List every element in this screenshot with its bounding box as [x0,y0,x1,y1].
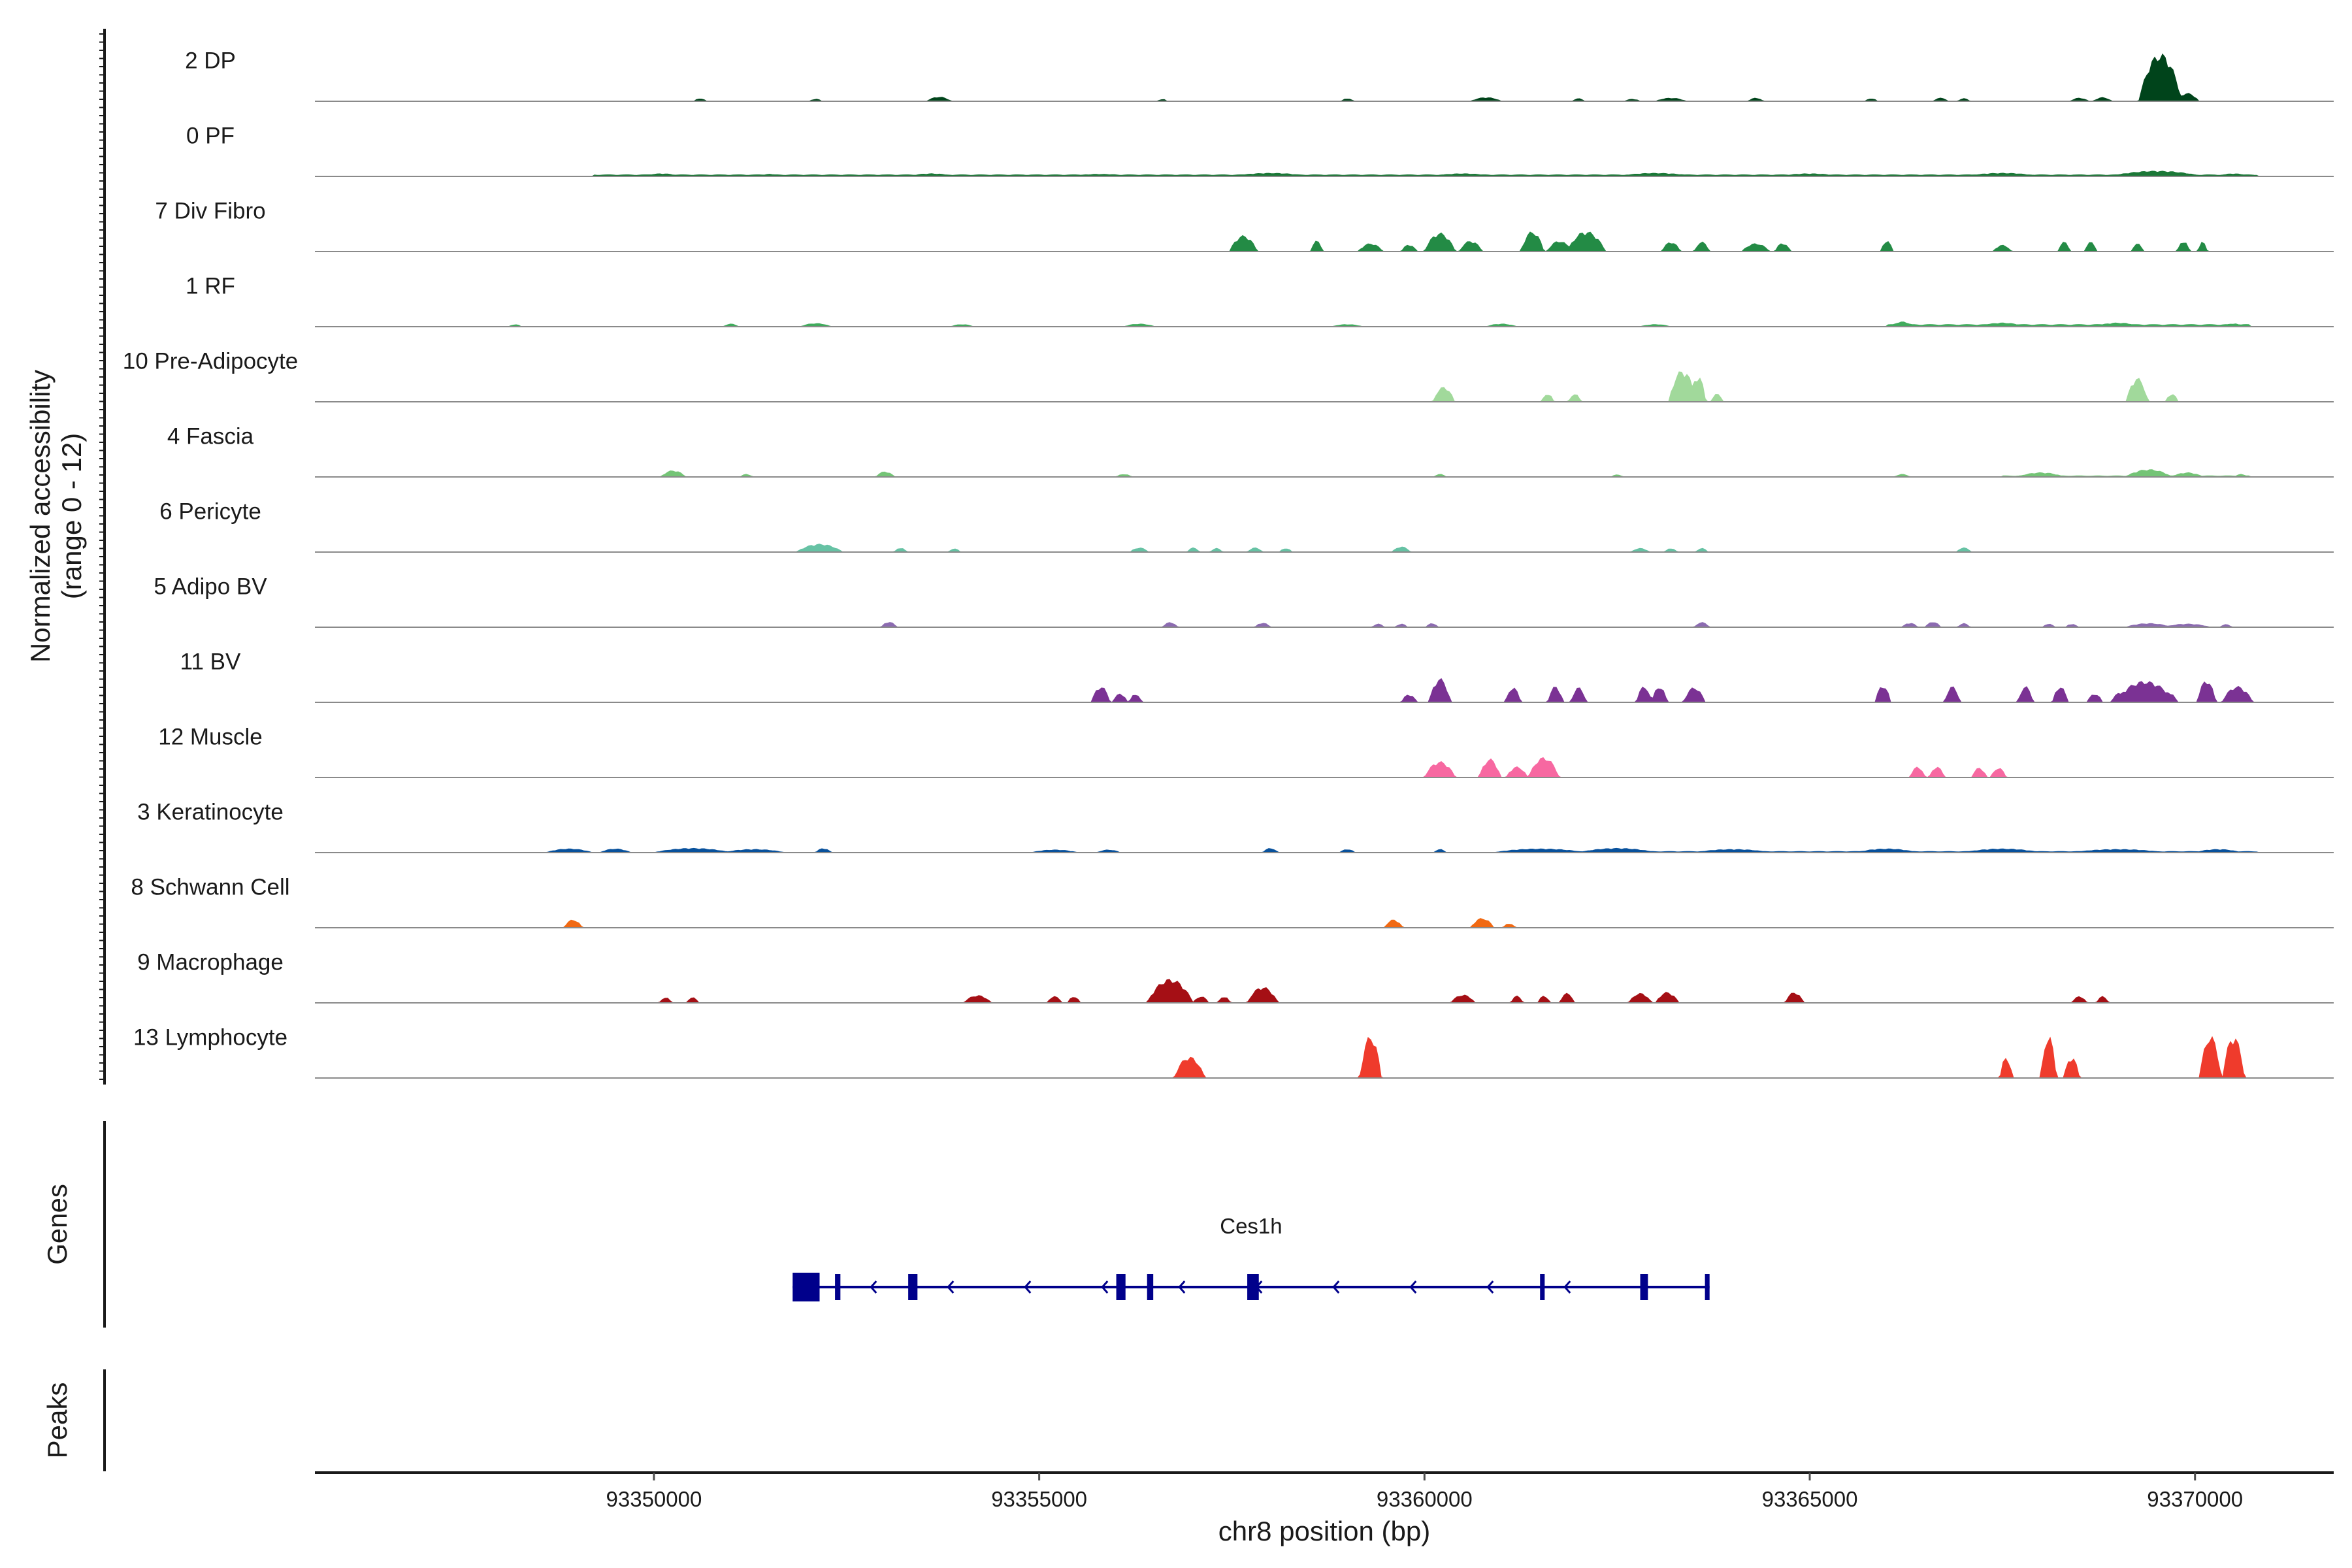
x-tick-label: 93360000 [1377,1487,1473,1511]
gene-ces1h: Ces1h [792,1214,1710,1301]
y-axis-title-line1: Normalized accessibility [25,370,56,662]
track-label: 8 Schwann Cell [131,874,289,900]
track-label: 6 Pericyte [159,498,261,524]
y-axis-title-line2: (range 0 - 12) [56,433,87,599]
x-tick-label: 93365000 [1762,1487,1858,1511]
strand-arrow [870,1281,877,1294]
coverage-area [315,371,2334,402]
x-axis-title: chr8 position (bp) [1218,1516,1431,1546]
coverage-tracks: 2 DP 0 PF 7 Div Fibro 1 RF 10 Pre-Adipocyte 4… [123,48,2334,1079]
track-label: 9 Macrophage [137,949,284,975]
track-label: 5 Adipo BV [154,574,267,599]
gene-exon [1147,1274,1154,1300]
x-axis: 93350000 93355000 93360000 93365000 93370000 [315,1471,2334,1511]
track-12: 8 Schwann Cell [131,874,2334,928]
strand-arrow [1409,1281,1417,1294]
coverage-area [315,979,2334,1004]
coverage-area [315,231,2334,252]
track-label: 4 Fascia [167,423,254,449]
coverage-area [315,544,2334,553]
track-7: 6 Pericyte [159,498,2334,553]
track-label: 7 Div Fibro [155,198,265,223]
strand-arrow [1101,1281,1109,1294]
track-label: 1 RF [186,273,235,299]
y-axis [99,29,106,1085]
strand-arrow [1178,1281,1186,1294]
genes-panel: Ces1h [792,1214,1710,1301]
track-3: 7 Div Fibro [155,198,2334,252]
track-10: 12 Muscle [158,724,2334,778]
track-4: 1 RF [186,273,2334,327]
strand-arrow [1332,1281,1340,1294]
track-label: 10 Pre-Adipocyte [123,348,298,374]
coverage-area [315,757,2334,778]
gene-exon [792,1273,820,1301]
track-label: 3 Keratinocyte [137,799,284,825]
track-11: 3 Keratinocyte [137,799,2334,853]
x-tick-label: 93355000 [991,1487,1087,1511]
coverage-area [315,918,2334,928]
track-label: 13 Lymphocyte [133,1024,287,1050]
x-tick-label: 93370000 [2147,1487,2243,1511]
strand-arrow [1486,1281,1494,1294]
track-1: 2 DP [185,48,2334,102]
track-label: 2 DP [185,48,236,73]
gene-exon [1116,1274,1126,1300]
track-label: 11 BV [180,649,241,674]
coverage-area [315,1036,2334,1079]
strand-arrow [1024,1281,1032,1294]
gene-exon [908,1274,918,1300]
coverage-area [315,321,2334,327]
gene-exon [835,1274,841,1300]
track-14: 13 Lymphocyte [133,1024,2334,1079]
x-tick-label: 93350000 [606,1487,702,1511]
coverage-area [315,622,2334,628]
track-label: 12 Muscle [158,724,263,749]
track-label: 0 PF [186,123,235,148]
gene-exon [1540,1274,1545,1300]
track-8: 5 Adipo BV [154,574,2334,628]
track-5: 10 Pre-Adipocyte [123,348,2334,402]
strand-arrow [1563,1281,1571,1294]
gene-exon [1247,1274,1259,1300]
genes-panel-title: Genes [42,1184,73,1265]
peaks-panel-title: Peaks [42,1382,73,1459]
gene-label: Ces1h [1220,1214,1282,1238]
coverage-area [315,678,2334,703]
track-6: 4 Fascia [167,423,2334,478]
track-9: 11 BV [180,649,2334,703]
track-2: 0 PF [186,123,2334,177]
gene-exon [1640,1274,1648,1300]
strand-arrow [947,1281,955,1294]
y-axis-title: Normalized accessibility (range 0 - 12) [25,370,87,662]
coverage-area [315,53,2334,102]
track-13: 9 Macrophage [137,949,2334,1004]
coverage-area [315,171,2334,177]
gene-exon [1705,1274,1710,1300]
coverage-area [315,469,2334,478]
